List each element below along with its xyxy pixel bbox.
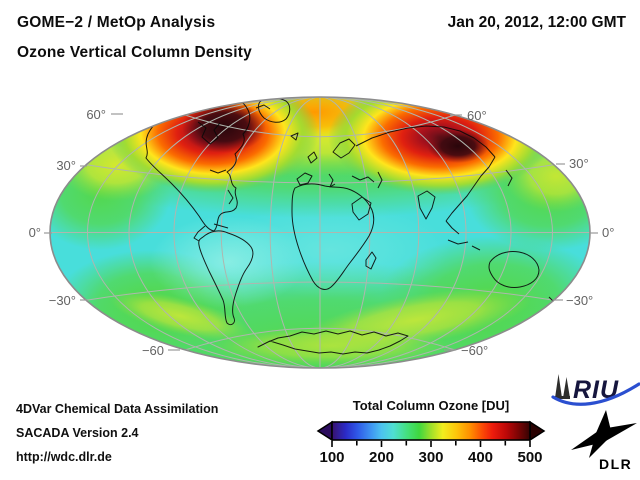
lat-label-60s-right: −60°: [461, 343, 488, 358]
footer-assimilation: 4DVar Chemical Data Assimilation: [16, 402, 219, 416]
dlr-logo: DLR: [571, 410, 637, 472]
riu-swoosh-icon: [551, 382, 640, 406]
graticule: [50, 97, 590, 368]
lat-label-0-right: 0°: [602, 225, 614, 240]
colorbar-left-arrow: [316, 420, 333, 442]
lat-label-30n-left: 30°: [56, 158, 76, 173]
dlr-logo-text: DLR: [599, 456, 632, 472]
dlr-star-icon: [571, 410, 637, 458]
colorbar-right-arrow: [529, 420, 546, 442]
lat-label-60s-left: −60: [142, 343, 164, 358]
colorbar-tick-300: 300: [418, 449, 443, 466]
lat-label-60n-right: 60°: [467, 108, 487, 123]
lat-label-30s-right: −30°: [566, 293, 593, 308]
timestamp: Jan 20, 2012, 12:00 GMT: [447, 14, 626, 31]
coastlines: [145, 97, 556, 355]
cathedral-icon: [555, 374, 570, 399]
lat-label-30n-right: 30°: [569, 156, 589, 171]
footer-url: http://wdc.dlr.de: [16, 450, 112, 464]
riu-logo-text: RIU: [573, 376, 619, 404]
ozone-field: [50, 97, 590, 368]
latitude-labels: 60° 30° 0° −30° −60 60° 30° 0° −30° −60°: [29, 107, 615, 358]
lat-label-0-left: 0°: [29, 225, 41, 240]
riu-logo: RIU: [551, 374, 640, 406]
page-subtitle: Ozone Vertical Column Density: [17, 44, 252, 61]
colorbar-ticks: [331, 441, 531, 447]
page-title: GOME−2 / MetOp Analysis: [17, 14, 216, 31]
colorbar-gradient-bar: [331, 421, 531, 441]
colorbar: 100 200 300 400 500: [316, 420, 546, 466]
colorbar-tick-400: 400: [468, 449, 493, 466]
colorbar-tick-500: 500: [517, 449, 542, 466]
colorbar-tick-100: 100: [319, 449, 344, 466]
footer-version: SACADA Version 2.4: [16, 426, 139, 440]
colorbar-title: Total Column Ozone [DU]: [352, 398, 510, 413]
colorbar-tick-200: 200: [369, 449, 394, 466]
lat-label-60n-left: 60°: [86, 107, 106, 122]
lat-label-30s-left: −30°: [49, 293, 76, 308]
